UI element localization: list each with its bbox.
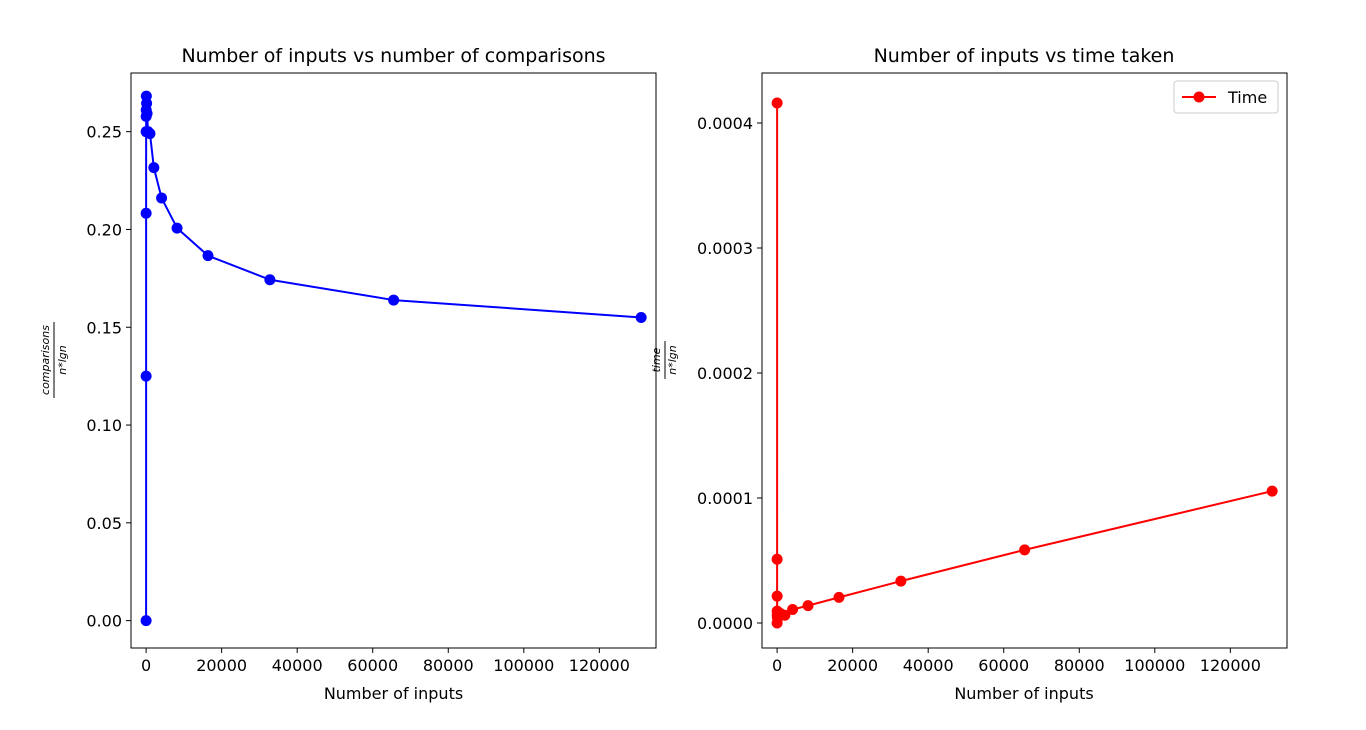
legend-marker-swatch <box>1193 91 1205 103</box>
time-x-tick-label: 60000 <box>978 656 1029 675</box>
time-plot-area: 0 20000 40000 60000 80000 100000 120000 0.0000 0… <box>697 72 1288 675</box>
comparisons-data-point <box>140 370 152 382</box>
comparisons-data-point <box>141 97 153 109</box>
comparisons-y-tick-label: 0.05 <box>86 514 122 533</box>
time-x-tick-label: 0 <box>772 656 782 675</box>
time-y-tick-label: 0.0004 <box>697 114 753 133</box>
comparisons-data-point <box>202 250 214 262</box>
time-data-point <box>1019 544 1031 556</box>
comparisons-plot-area: 0 20000 40000 60000 80000 100000 120000 0.00 0.0… <box>86 72 657 675</box>
time-data-point <box>895 575 907 587</box>
time-legend: Time <box>1173 80 1279 114</box>
time-x-tick-label: 80000 <box>1054 656 1105 675</box>
time-data-point <box>779 609 791 621</box>
comparisons-y-tick-label: 0.10 <box>86 416 122 435</box>
comparisons-data-point <box>148 162 160 174</box>
legend-label-time: Time <box>1227 88 1267 107</box>
comparisons-data-point <box>171 222 183 234</box>
comparisons-y-tick-label: 0.20 <box>86 220 122 239</box>
time-chart-title: Number of inputs vs time taken <box>874 45 1175 67</box>
time-x-tick-label: 20000 <box>827 656 878 675</box>
comparisons-x-tick-label: 20000 <box>196 656 247 675</box>
comparisons-x-tick-label: 120000 <box>569 656 630 675</box>
comparisons-data-point <box>140 207 152 219</box>
comparisons-data-point <box>635 311 647 323</box>
comparisons-chart-panel: Number of inputs vs number of comparison… <box>39 45 657 703</box>
comparisons-series-line <box>145 95 642 621</box>
comparisons-x-tick-label: 100000 <box>493 656 554 675</box>
comparisons-x-tick-label: 80000 <box>423 656 474 675</box>
time-y-axis-label: time n*lgn <box>650 341 679 379</box>
comparisons-data-point <box>144 128 156 140</box>
time-data-point <box>802 600 814 612</box>
comparisons-y-tick-label: 0.25 <box>86 123 122 142</box>
time-y-label-numerator: time <box>650 347 663 372</box>
time-axes-frame <box>761 72 1288 649</box>
time-data-point <box>771 97 783 109</box>
time-data-point <box>771 590 783 602</box>
time-y-tick-label: 0.0000 <box>697 614 753 633</box>
time-x-tick-label: 100000 <box>1124 656 1185 675</box>
comparisons-axes-frame <box>130 72 657 649</box>
time-y-tick-label: 0.0001 <box>697 489 753 508</box>
time-y-tick-label: 0.0003 <box>697 239 753 258</box>
comparisons-y-label-numerator: comparisons <box>39 325 52 395</box>
comparisons-x-axis-label: Number of inputs <box>324 684 463 703</box>
comparisons-y-label-denominator: n*lgn <box>56 345 69 375</box>
comparisons-y-axis-label: comparisons n*lgn <box>39 322 69 398</box>
comparisons-x-tick-label: 40000 <box>272 656 323 675</box>
time-x-tick-label: 120000 <box>1200 656 1261 675</box>
time-data-point <box>787 604 799 615</box>
comparisons-y-tick-label: 0.00 <box>86 612 122 631</box>
comparisons-data-point <box>388 294 400 306</box>
time-x-tick-label: 40000 <box>903 656 954 675</box>
legend-box <box>1173 80 1279 114</box>
time-data-point <box>1266 485 1278 497</box>
comparisons-data-point <box>264 274 276 286</box>
time-data-point <box>771 553 783 565</box>
time-chart-panel: Number of inputs vs time taken 0 20000 400… <box>650 45 1288 703</box>
time-data-point <box>833 591 845 603</box>
comparisons-x-tick-label: 60000 <box>347 656 398 675</box>
time-x-axis-label: Number of inputs <box>954 684 1093 703</box>
comparisons-data-point <box>141 107 153 119</box>
time-y-tick-label: 0.0002 <box>697 364 753 383</box>
comparisons-data-point <box>156 192 168 204</box>
comparisons-chart-title: Number of inputs vs number of comparison… <box>181 45 605 67</box>
comparisons-y-tick-label: 0.15 <box>86 318 122 337</box>
comparisons-data-point <box>140 615 152 627</box>
comparisons-x-tick-label: 0 <box>141 656 151 675</box>
time-y-label-denominator: n*lgn <box>666 345 679 375</box>
